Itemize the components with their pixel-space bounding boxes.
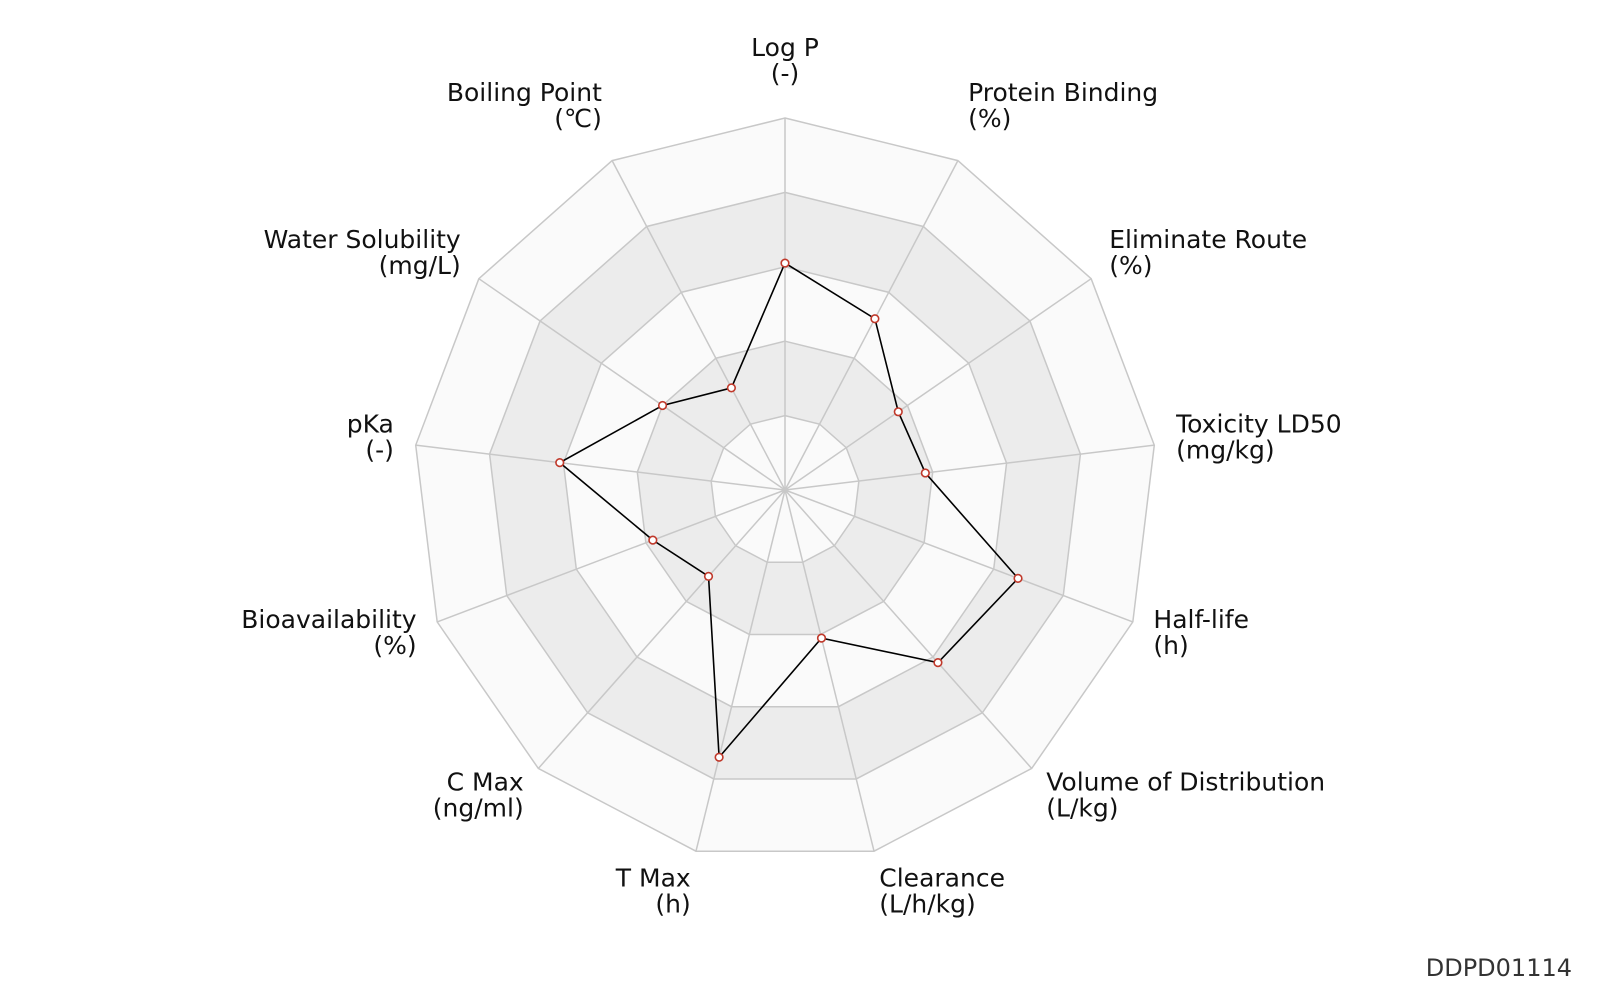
axis-unit: (mg/kg): [1176, 435, 1275, 464]
data-series: [555, 258, 1023, 762]
axis-name: Boiling Point: [447, 78, 602, 107]
axis-spokes: [415, 118, 1155, 852]
axis-unit: (℃): [554, 104, 602, 133]
axis-spoke: [695, 489, 786, 852]
axis-name: Eliminate Route: [1109, 225, 1307, 254]
axis-label: Water Solubility (mg/L): [264, 225, 461, 280]
axis-spoke: [415, 444, 786, 491]
data-point: [893, 407, 903, 417]
data-point: [657, 400, 668, 411]
axis-label: Toxicity LD50 (mg/kg): [1175, 409, 1342, 464]
axis-label: Boiling Point (℃): [447, 78, 602, 133]
axis-spoke: [478, 278, 786, 491]
data-point: [920, 468, 930, 478]
axis-unit: (%): [373, 631, 416, 660]
axis-spoke: [784, 489, 1033, 769]
axis-spoke: [784, 489, 875, 852]
axis-name: Water Solubility: [264, 225, 461, 254]
axis-unit: (h): [1153, 631, 1188, 660]
chart-id: DDPD01114: [1425, 954, 1572, 982]
series-line: [558, 261, 1020, 760]
axis-unit: (h): [655, 890, 690, 919]
axis-unit: (%): [968, 104, 1011, 133]
axis-label: Bioavailability (%): [241, 605, 417, 660]
data-point: [726, 383, 737, 393]
axis-name: pKa: [347, 409, 394, 438]
axis-label: Half-life (h): [1153, 605, 1249, 660]
data-point: [933, 658, 943, 668]
axis-name: Volume of Distribution: [1046, 767, 1325, 796]
data-point: [703, 571, 714, 581]
axis-name: C Max: [447, 767, 524, 796]
axis-name: T Max: [615, 864, 691, 893]
axis-name: Log P: [751, 33, 819, 62]
axis-labels: Log P (-)Protein Binding (%)Eliminate Rout…: [241, 33, 1341, 919]
data-point: [648, 535, 658, 545]
axis-name: Protein Binding: [968, 78, 1158, 107]
axis-spoke: [537, 489, 786, 769]
axis-name: Toxicity LD50: [1175, 409, 1342, 438]
axis-label: T Max (h): [615, 864, 691, 919]
axis-unit: (-): [365, 435, 394, 464]
axis-spoke: [611, 160, 786, 491]
data-point: [714, 752, 724, 762]
axis-spoke: [784, 278, 1092, 491]
axis-spoke: [784, 489, 1134, 623]
data-point: [555, 458, 565, 468]
axis-label: Clearance (L/h/kg): [879, 864, 1005, 919]
axis-label: Protein Binding (%): [968, 78, 1158, 133]
axis-unit: (ng/ml): [433, 793, 524, 822]
axis-label: C Max (ng/ml): [433, 767, 524, 822]
data-point: [1013, 573, 1023, 583]
axis-unit: (%): [1109, 251, 1152, 280]
data-point: [780, 258, 790, 268]
axis-label: pKa (-): [347, 409, 394, 464]
axis-name: Half-life: [1153, 605, 1249, 634]
data-point: [870, 314, 880, 324]
axis-unit: (L/h/kg): [879, 890, 975, 919]
axis-label: Volume of Distribution (L/kg): [1046, 767, 1325, 822]
axis-name: Bioavailability: [241, 605, 417, 634]
data-point: [816, 633, 827, 643]
axis-name: Clearance: [879, 864, 1005, 893]
axis-unit: (-): [771, 59, 800, 88]
axis-spoke: [436, 489, 786, 623]
axis-unit: (mg/L): [379, 251, 461, 280]
axis-label: Log P (-): [751, 33, 819, 88]
axis-label: Eliminate Route (%): [1109, 225, 1307, 280]
axis-spoke: [784, 160, 959, 491]
axis-spoke: [784, 444, 1155, 491]
axis-unit: (L/kg): [1046, 793, 1118, 822]
